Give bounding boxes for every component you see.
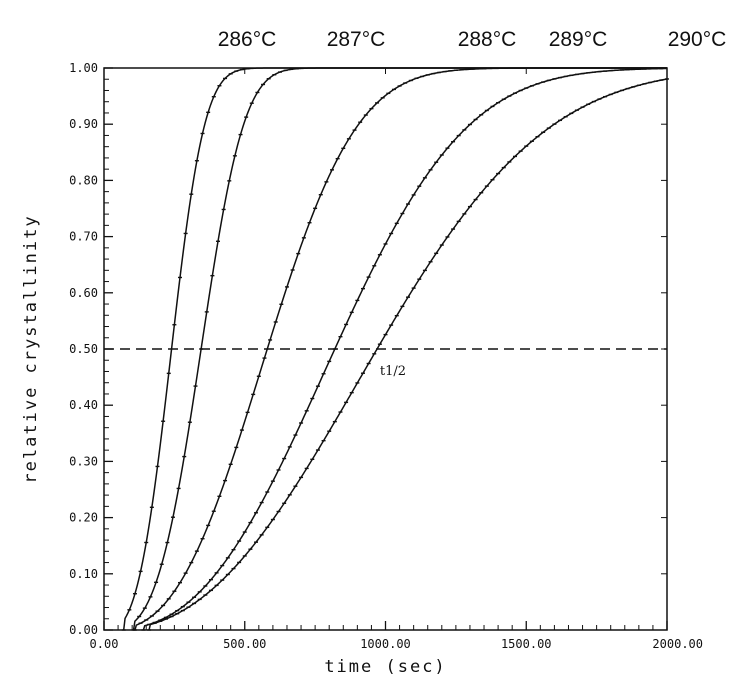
y-axis: 0.00 0.10 0.20 0.30 0.40 0.50 0.60 0.70 0.80 0.90… — [69, 61, 667, 637]
x-axis-title: time (sec) — [324, 657, 446, 677]
y-tick-label: 0.40 — [69, 398, 98, 412]
y-tick-label: 0.20 — [69, 511, 98, 525]
y-tick-label: 0.10 — [69, 567, 98, 581]
x-tick-label: 1000.00 — [360, 637, 411, 651]
x-tick-label: 0.00 — [90, 637, 119, 651]
series-line — [148, 78, 668, 631]
series-name-label: 289°C — [549, 28, 608, 51]
x-axis: 0.00 500.00 1000.00 1500.00 2000.00 — [90, 68, 703, 651]
series-line — [134, 67, 667, 631]
series-line — [142, 67, 668, 631]
x-tick-label: 2000.00 — [652, 637, 703, 651]
temperature-labels: 286°C 287°C 288°C 289°C 290°C — [218, 28, 727, 51]
t-half-label: t1/2 — [380, 364, 406, 379]
x-tick-label: 500.00 — [223, 637, 266, 651]
series-curves — [121, 67, 669, 631]
y-tick-label: 0.60 — [69, 286, 98, 300]
y-tick-label: 0.30 — [69, 454, 98, 468]
x-tick-label: 1500.00 — [501, 637, 552, 651]
y-tick-label: 1.00 — [69, 61, 98, 75]
series-name-label: 290°C — [668, 28, 727, 51]
y-tick-label: 0.00 — [69, 623, 98, 637]
series-name-label: 288°C — [458, 28, 517, 51]
y-tick-label: 0.90 — [69, 117, 98, 131]
series-name-label: 287°C — [327, 28, 386, 51]
y-axis-title: relative crystallinity — [21, 214, 41, 483]
y-tick-label: 0.80 — [69, 173, 98, 187]
series-name-label: 286°C — [218, 28, 277, 51]
y-tick-label: 0.70 — [69, 230, 98, 244]
y-tick-label: 0.50 — [69, 342, 98, 356]
